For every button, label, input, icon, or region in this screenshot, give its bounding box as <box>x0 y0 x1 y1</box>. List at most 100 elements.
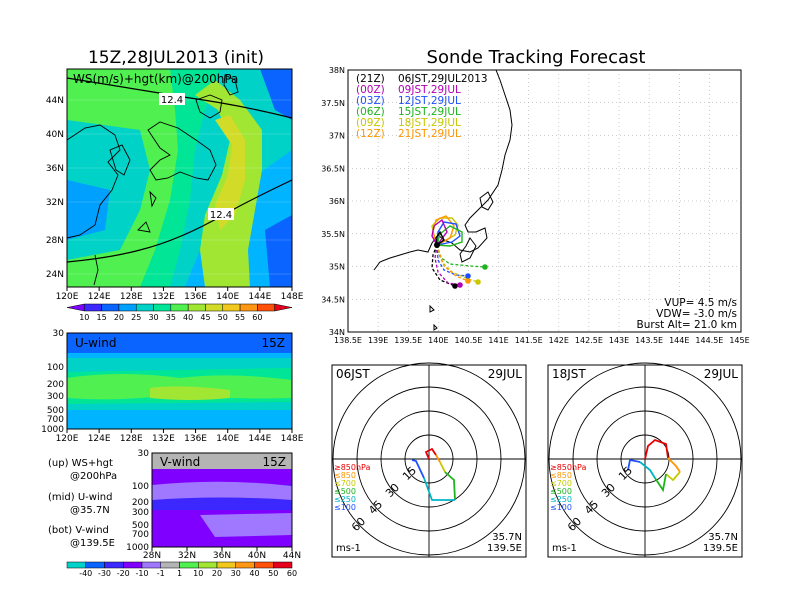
v-colorbar-label: 10 <box>193 569 203 578</box>
v-colorbar-swatch <box>66 561 86 569</box>
v-colorbar-label: -1 <box>157 569 165 578</box>
track-lon-tick: 144.5E <box>695 336 723 345</box>
v-lat-tick: 28N <box>143 551 161 561</box>
v-colorbar-label: 1 <box>177 569 182 578</box>
ws-colorbar-swatch <box>274 303 293 312</box>
track-panel <box>347 69 742 333</box>
ws-lat-tick: 24N <box>46 270 64 280</box>
legend-run: (06Z) <box>356 106 385 118</box>
track-lon-tick: 140.5E <box>454 336 482 345</box>
v-lat-tick: 32N <box>178 551 196 561</box>
ws-colorbar-label: 60 <box>252 313 262 322</box>
left-title: 15Z,28JUL2013 (init) <box>88 48 264 68</box>
v-colorbar-swatch <box>198 561 218 569</box>
v-pressure-tick: 1000 <box>126 543 149 553</box>
v-colorbar-label: -40 <box>79 569 92 578</box>
ws-colorbar-label: 20 <box>114 313 124 322</box>
legend-run: (03Z) <box>356 95 385 107</box>
track-lat-tick: 35.5N <box>321 230 345 239</box>
u-pressure-tick: 300 <box>47 392 64 402</box>
ws-lon-tick: 120E <box>56 292 79 302</box>
v-colorbar-swatch <box>104 561 124 569</box>
ws-colorbar-label: 30 <box>148 313 158 322</box>
ws-colorbar-label: 40 <box>183 313 193 322</box>
hodo-level-label: ≤500 <box>550 487 572 496</box>
track-lat-tick: 37N <box>329 132 345 141</box>
hodo-date: 29JUL <box>704 367 739 381</box>
track-legend: (21Z) 06JST,29JUL2013 (00Z) 09JST,29JUL (03Z… <box>356 73 488 140</box>
v-pressure-tick: 500 <box>132 521 149 531</box>
ws-colorbar-swatch <box>84 303 102 312</box>
hodo-level-label: ≤250 <box>550 495 572 504</box>
panel-notes: (up) WS+hgt @200hPa (mid) U-wind @35.7N … <box>48 458 117 549</box>
hodo-lon: 139.5E <box>703 543 738 554</box>
v-pressure-tick: 300 <box>132 508 149 518</box>
hodo-level-label: ≤850 <box>550 471 572 480</box>
u-lon-tick: 148E <box>281 434 304 444</box>
ws-lon-axis: 120E 124E 128E 132E 136E 140E 144E 148E <box>56 287 304 302</box>
ws-colorbar-swatch <box>153 303 172 312</box>
v-colorbar-label: -30 <box>98 569 111 578</box>
ws-lon-tick: 136E <box>184 292 207 302</box>
track-lon-tick: 145E <box>729 336 749 345</box>
hodo-level-label: ≤100 <box>550 503 572 512</box>
v-pressure-tick: 30 <box>138 449 150 459</box>
legend-time: 06JST,29JUL2013 <box>398 73 488 85</box>
ws-lat-tick: 40N <box>46 130 64 140</box>
track-lon-tick: 143.5E <box>635 336 663 345</box>
ws-lon-tick: 140E <box>216 292 239 302</box>
v-pressure-tick: 700 <box>132 530 149 540</box>
main-title: Sonde Tracking Forecast <box>427 47 646 68</box>
ws-colorbar-swatch <box>222 303 241 312</box>
legend-time: 15JST,29JUL <box>398 106 461 118</box>
hodo-level-label: ≤100 <box>334 503 356 512</box>
u-pressure-tick: 200 <box>47 380 64 390</box>
v-lat-tick: 36N <box>213 551 231 561</box>
hodo-level-label: ≤500 <box>334 487 356 496</box>
legend-time: 09JST,29JUL <box>398 84 461 96</box>
ws-colorbar-label: 35 <box>166 313 176 322</box>
legend-time: 21JST,29JUL <box>398 128 461 140</box>
ws-colorbar-label: 15 <box>97 313 107 322</box>
legend-run: (00Z) <box>356 84 385 96</box>
hodograph-18jst-labels: 18JST 29JUL15304560≥850hPa≤850≤700≤500≤25… <box>550 367 738 554</box>
track-lon-tick: 143E <box>609 336 629 345</box>
hodograph-06jst <box>331 362 527 558</box>
u-lon-tick: 140E <box>216 434 239 444</box>
note-bot2: @139.5E <box>70 538 115 549</box>
v-wind-panel: V-wind 15Z <box>151 452 293 548</box>
track-lon-tick: 139.5E <box>394 336 422 345</box>
hodo-lat: 35.7N <box>708 532 738 543</box>
u-lon-tick: 144E <box>248 434 271 444</box>
u-lon-tick: 120E <box>56 434 79 444</box>
hodo-lon: 139.5E <box>487 543 522 554</box>
u-lon-tick: 124E <box>88 434 111 444</box>
u-pressure-tick: 500 <box>47 406 64 416</box>
ws-lat-axis: 44N 40N 36N 32N 28N 24N <box>46 96 64 280</box>
track-lon-tick: 142.5E <box>575 336 603 345</box>
u-wind-time: 15Z <box>262 336 286 350</box>
ws-colorbar-swatch <box>101 303 120 312</box>
track-lat-axis: 38N 37.5N 37N 36.5N 36N 35.5N 35N 34.5N 34N <box>321 66 345 337</box>
ws-colorbar-swatch <box>66 303 85 312</box>
v-colorbar-swatch <box>85 561 105 569</box>
u-lon-tick: 132E <box>152 434 175 444</box>
v-colorbar-swatch <box>235 561 255 569</box>
u-pressure-tick: 1000 <box>41 425 64 435</box>
ws-lat-tick: 32N <box>46 198 64 208</box>
v-colorbar-label: 60 <box>287 569 297 578</box>
legend-time: 18JST,29JUL <box>398 117 461 129</box>
v-colorbar-label: 20 <box>212 569 222 578</box>
track-lon-tick: 138.5E <box>334 336 362 345</box>
note-up2: @200hPa <box>70 471 117 482</box>
ws-colorbar: 10 15 20 25 30 35 40 45 50 55 60 <box>66 303 293 322</box>
note-mid: (mid) U-wind <box>48 492 112 503</box>
ws-lon-tick: 144E <box>248 292 271 302</box>
ws-lat-tick: 44N <box>46 96 64 106</box>
v-wind-label: V-wind <box>160 455 200 469</box>
hodo-unit: ms-1 <box>552 543 577 554</box>
ws-colorbar-swatch <box>187 303 206 312</box>
ws-colorbar-swatch <box>135 303 154 312</box>
